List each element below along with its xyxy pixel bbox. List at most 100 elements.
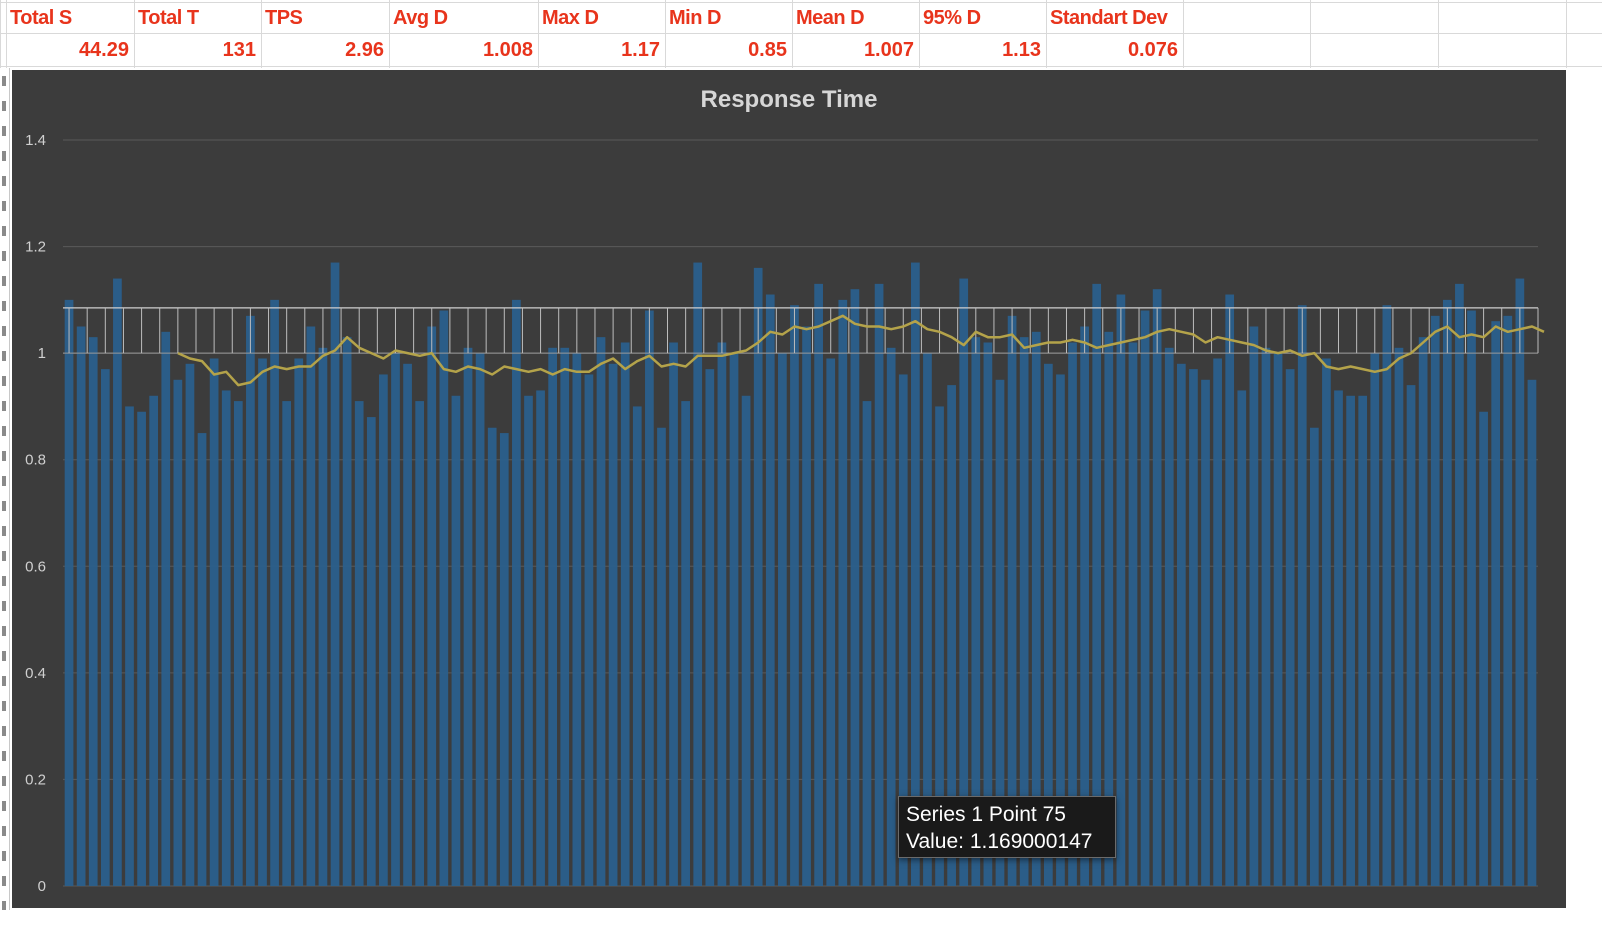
bar xyxy=(923,353,932,887)
bar xyxy=(113,278,122,886)
bar xyxy=(354,401,364,886)
header-total-s[interactable]: Total S xyxy=(10,7,72,29)
header-avg-d[interactable]: Avg D xyxy=(393,7,448,29)
bar xyxy=(1346,395,1355,886)
tooltip-series-point: Series 1 Point 75 xyxy=(906,803,1066,826)
bar xyxy=(608,363,618,886)
grid-col-line xyxy=(6,0,7,68)
grid-col-line xyxy=(389,0,390,68)
bar xyxy=(995,379,1005,886)
row-header-strip xyxy=(0,68,10,930)
bar xyxy=(596,337,606,887)
bar xyxy=(1309,427,1319,886)
bar xyxy=(1503,315,1513,886)
grid-col-line xyxy=(1183,0,1184,68)
bar xyxy=(874,283,884,886)
row-number-mark xyxy=(2,526,6,536)
y-tick-label: 0.6 xyxy=(25,558,46,575)
bar xyxy=(499,433,509,886)
bar xyxy=(536,390,545,886)
series-line xyxy=(177,314,1545,387)
grid-col-line xyxy=(1566,0,1567,68)
bar xyxy=(270,299,279,886)
value-95-d[interactable]: 1.13 xyxy=(1002,39,1041,61)
grid-col-line xyxy=(1310,0,1311,68)
bar xyxy=(560,347,570,886)
header-min-d[interactable]: Min D xyxy=(669,7,721,29)
bar xyxy=(487,427,497,886)
value-mean-d[interactable]: 1.007 xyxy=(863,39,914,61)
row-number-mark xyxy=(2,401,6,411)
value-avg-d[interactable]: 1.008 xyxy=(482,39,533,61)
bar xyxy=(911,262,920,886)
header-total-t[interactable]: Total T xyxy=(138,7,199,29)
bar xyxy=(1031,331,1041,886)
tooltip-value: Value: 1.169000147 xyxy=(906,830,1093,853)
chart-plot: 0 0.2 0.4 0.6 0.8 1 1.2 1.4 xyxy=(25,132,1545,895)
row-number-mark xyxy=(2,276,6,286)
bar xyxy=(1479,411,1488,886)
value-min-d[interactable]: 0.85 xyxy=(748,39,787,61)
bar xyxy=(959,278,969,886)
value-total-s[interactable]: 44.29 xyxy=(78,39,129,61)
value-max-d[interactable]: 1.17 xyxy=(621,39,660,61)
row-number-mark xyxy=(2,101,6,111)
bar xyxy=(76,326,86,886)
bar xyxy=(185,363,195,886)
bar xyxy=(802,326,811,886)
grid-col-line xyxy=(1046,0,1047,68)
bar xyxy=(620,342,630,886)
header-mean-d[interactable]: Mean D xyxy=(796,7,865,29)
bar xyxy=(1322,358,1331,886)
bar xyxy=(669,342,678,886)
bar xyxy=(1080,326,1089,886)
row-number-mark xyxy=(2,701,6,711)
value-total-t[interactable]: 131 xyxy=(222,39,256,61)
response-time-chart[interactable]: 0 0.2 0.4 0.6 0.8 1 1.2 1.4 Response Time xyxy=(12,70,1566,908)
value-tps[interactable]: 2.96 xyxy=(345,39,384,61)
bar xyxy=(947,385,956,886)
bar xyxy=(1467,310,1476,886)
header-tps[interactable]: TPS xyxy=(265,7,303,29)
bar xyxy=(1237,390,1247,886)
bar xyxy=(1334,390,1343,886)
grid-col-line xyxy=(919,0,920,68)
bar xyxy=(246,315,255,886)
bar xyxy=(693,262,703,886)
row-number-mark xyxy=(2,326,6,336)
header-standart-dev[interactable]: Standart Dev xyxy=(1050,7,1168,29)
y-tick-label: 0.8 xyxy=(25,452,46,469)
grid-col-line xyxy=(538,0,539,68)
row-number-mark xyxy=(2,676,6,686)
value-standart-dev[interactable]: 0.076 xyxy=(1127,39,1178,61)
bar xyxy=(233,401,243,886)
header-max-d[interactable]: Max D xyxy=(542,7,599,29)
y-tick-label: 1.4 xyxy=(25,132,46,149)
bar xyxy=(451,395,461,886)
bar xyxy=(342,337,352,887)
row-number-mark xyxy=(2,501,6,511)
bar xyxy=(632,406,642,886)
bar xyxy=(838,299,848,886)
bar xyxy=(572,353,582,887)
row-number-mark xyxy=(2,176,6,186)
bar xyxy=(729,353,739,887)
bar xyxy=(475,353,485,887)
bar xyxy=(741,395,751,886)
grid-col-line xyxy=(0,0,1,68)
chart-tooltip: Series 1 Point 75 Value: 1.169000147 xyxy=(898,796,1116,858)
row-number-mark xyxy=(2,776,6,786)
header-95-d[interactable]: 95% D xyxy=(923,7,981,29)
row-number-mark xyxy=(2,426,6,436)
bar xyxy=(1068,342,1077,886)
bar xyxy=(935,406,944,886)
bar xyxy=(971,337,981,887)
bar xyxy=(1370,353,1380,887)
bar xyxy=(681,401,690,886)
bar xyxy=(548,347,558,886)
bar xyxy=(100,369,110,887)
bar xyxy=(149,395,159,886)
row-number-mark xyxy=(2,551,6,561)
bar xyxy=(1043,363,1053,886)
bar xyxy=(512,299,521,886)
